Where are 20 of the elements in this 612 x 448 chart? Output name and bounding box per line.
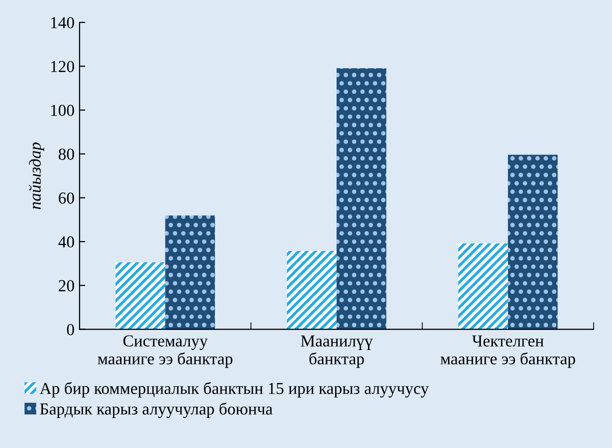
bar bbox=[286, 251, 337, 330]
y-axis-title: пайыздар bbox=[28, 142, 44, 210]
bar bbox=[116, 262, 166, 330]
legend-label: Ар бир коммерциалык банктын 15 ири карыз алуучусу bbox=[40, 382, 429, 398]
y-tick-label: 0 bbox=[67, 324, 74, 336]
y-tick-label: 120 bbox=[51, 60, 74, 72]
bar bbox=[458, 243, 508, 330]
y-tick-label: 100 bbox=[51, 104, 74, 116]
y-tick-label: 40 bbox=[58, 236, 74, 248]
x-tick-label: Чектелген мааниге ээ банктар bbox=[440, 335, 576, 368]
y-tick-label: 20 bbox=[58, 280, 74, 292]
y-tick-label: 140 bbox=[51, 17, 74, 28]
x-tick-label: Маанилүү банктар bbox=[300, 335, 373, 368]
x-tick-label: Системалуу мааниге ээ банктар bbox=[98, 335, 232, 368]
bar bbox=[508, 154, 558, 330]
bar bbox=[165, 216, 215, 330]
y-tick-label: 80 bbox=[58, 148, 74, 160]
bar bbox=[336, 68, 386, 330]
y-tick-label: 60 bbox=[58, 192, 74, 204]
legend-label: Бардык карыз алуучулар боюнча bbox=[40, 402, 273, 418]
